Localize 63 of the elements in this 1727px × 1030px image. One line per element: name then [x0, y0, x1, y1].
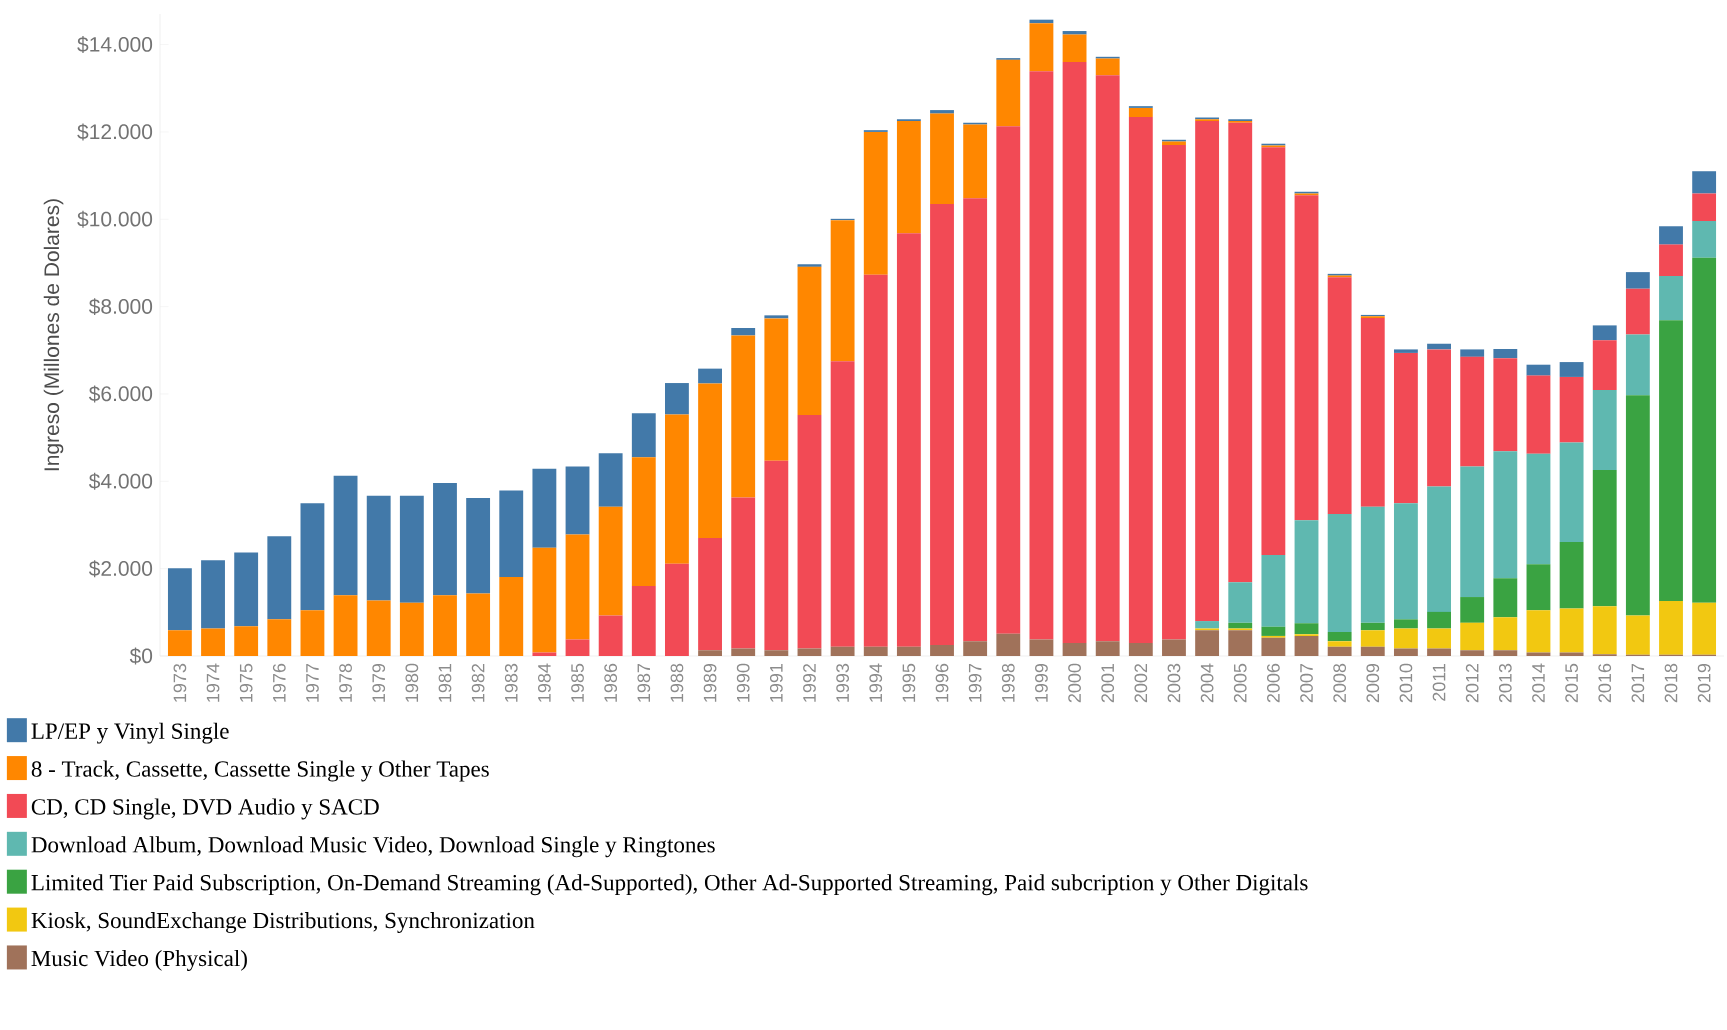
- x-tick-label: 2016: [1598, 663, 1612, 703]
- x-tick-label: 2011: [1432, 663, 1446, 701]
- x-tick-label: 1990: [736, 663, 750, 702]
- x-tick-label: 2000: [1068, 663, 1081, 703]
- x-tick-label: 2004: [1200, 663, 1214, 703]
- y-axis-title: Ingreso (Millones de Dolares): [43, 199, 64, 471]
- legend-label: Kiosk, SoundExchange Distributions, Synchronization: [31, 912, 535, 934]
- x-tick-label: 1983: [504, 663, 518, 702]
- x-tick-label: 2006: [1266, 663, 1280, 703]
- x-tick-label: 2008: [1333, 663, 1347, 703]
- x-tick-label: 2005: [1233, 663, 1247, 703]
- x-tick-label: 1996: [935, 663, 949, 702]
- x-tick-label: 2019: [1697, 663, 1711, 703]
- x-tick-label: 1989: [703, 663, 717, 702]
- x-tick-label: 2002: [1134, 663, 1148, 703]
- y-tick-label: $6.000: [88, 385, 153, 403]
- x-tick-label: 2018: [1664, 663, 1678, 703]
- x-tick-label: 1986: [604, 663, 618, 702]
- legend-label: Limited Tier Paid Subscription, On-Demand Streaming (Ad-Supported), Other Ad-Supported Streaming, Paid subcription y Other Digitals: [31, 874, 1308, 896]
- y-tick-label: $0: [129, 647, 153, 665]
- y-tick-label: $12.000: [77, 123, 153, 141]
- x-tick-label: 1992: [803, 663, 816, 702]
- x-tick-label: 2015: [1565, 663, 1578, 703]
- y-tick-label: $2.000: [88, 560, 153, 578]
- x-tick-label: 1987: [637, 663, 651, 702]
- x-tick-label: 1994: [869, 663, 883, 702]
- x-tick-label: 1978: [339, 663, 352, 702]
- y-tick-label: $8.000: [88, 298, 153, 316]
- x-tick-label: 1981: [438, 663, 452, 702]
- x-tick-label: 2001: [1101, 663, 1115, 703]
- x-tick-label: 1988: [670, 663, 684, 702]
- y-tick-label: $10.000: [77, 210, 153, 228]
- x-tick-label: 1991: [769, 663, 783, 702]
- x-tick-label: 1999: [1035, 663, 1048, 702]
- x-tick-label: 2012: [1465, 663, 1479, 703]
- x-tick-label: 1995: [902, 663, 916, 702]
- legend-label: 8 - Track, Cassette, Cassette Single y Other Tapes: [31, 760, 489, 782]
- y-tick-label: $14.000: [77, 36, 153, 54]
- x-tick-label: 2009: [1366, 663, 1380, 703]
- x-tick-label: 1977: [306, 663, 319, 702]
- x-tick-label: 1974: [206, 663, 220, 702]
- x-tick-label: 1998: [1001, 663, 1015, 702]
- x-tick-label: 1973: [173, 663, 187, 702]
- x-tick-label: 1985: [571, 663, 584, 702]
- legend-label: Download Album, Download Music Video, Download Single y Ringtones: [31, 836, 715, 858]
- x-tick-label: 2013: [1498, 663, 1512, 703]
- y-tick-label: $4.000: [88, 472, 153, 490]
- x-tick-label: 2017: [1631, 663, 1645, 703]
- x-tick-label: 2014: [1532, 663, 1545, 703]
- x-tick-label: 1975: [239, 663, 253, 702]
- x-tick-label: 1984: [538, 663, 551, 702]
- x-tick-label: 2003: [1167, 663, 1181, 703]
- x-tick-label: 1993: [836, 663, 849, 702]
- legend-label: Music Video (Physical): [31, 949, 247, 971]
- x-tick-label: 2010: [1399, 663, 1413, 703]
- legend-label: CD, CD Single, DVD Audio y SACD: [31, 798, 379, 820]
- x-tick-label: 1982: [471, 663, 485, 702]
- x-tick-label: 1979: [372, 663, 386, 702]
- x-tick-label: 1997: [968, 663, 982, 702]
- x-tick-label: 1976: [272, 663, 286, 702]
- x-tick-label: 1980: [405, 663, 419, 702]
- legend-label: LP/EP y Vinyl Single: [31, 722, 229, 744]
- x-tick-label: 2007: [1300, 663, 1313, 703]
